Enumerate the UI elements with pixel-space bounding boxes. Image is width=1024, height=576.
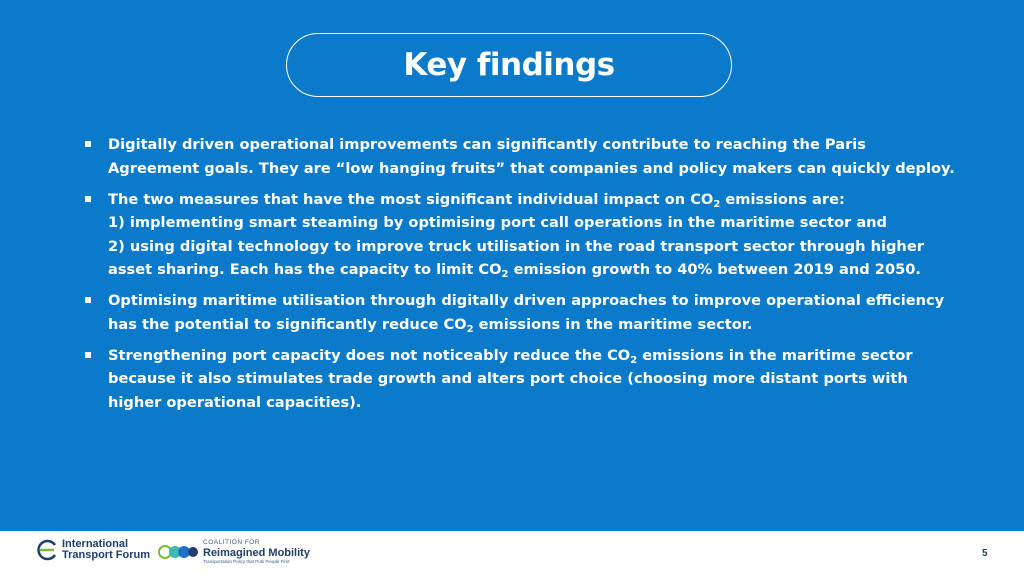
- crm-coalition-label: COALITION FOR: [203, 539, 261, 546]
- subscript-text: 2: [630, 354, 638, 366]
- bullet-text: Digitally driven operational improvement…: [108, 136, 866, 153]
- bullet-text: has the potential to significantly reduc…: [108, 315, 467, 333]
- title-pill: Key findings: [286, 33, 732, 97]
- bullet-text: 1) implementing smart steaming by optimi…: [108, 214, 888, 231]
- bullet-line: because it also stimulates trade growth …: [108, 367, 944, 391]
- crm-name: Reimagined Mobility: [203, 547, 310, 559]
- bullet-text: asset sharing. Each has the capacity to …: [108, 261, 502, 278]
- crm-logo: COALITION FOR Reimagined Mobility Transp…: [157, 539, 310, 565]
- bullet-text: higher operational capacities).: [108, 393, 362, 411]
- bullet-text: Optimising maritime utilisation through …: [108, 292, 945, 309]
- bullet-line: higher operational capacities).: [108, 391, 944, 415]
- bullet-text: emissions in the maritime sector: [637, 346, 913, 364]
- itf-name-line1: International: [62, 538, 129, 550]
- bullet-text: emissions in the maritime sector.: [473, 315, 753, 333]
- slide-background: Key findings Digitally driven operationa…: [0, 0, 1024, 531]
- bullet-line: asset sharing. Each has the capacity to …: [108, 258, 944, 282]
- bullet-text: emissions are:: [720, 190, 845, 208]
- crm-tagline: Transportation Policy that Puts People F…: [203, 559, 290, 564]
- footer: [0, 531, 1024, 576]
- itf-name-line2: Transport Forum: [62, 549, 151, 561]
- bullet-line: Digitally driven operational improvement…: [108, 133, 944, 157]
- bullet-square-icon: [85, 297, 91, 303]
- bullet-line: The two measures that have the most sign…: [108, 188, 944, 212]
- bullet-list: Digitally driven operational improvement…: [84, 133, 955, 422]
- bullet-item: Strengthening port capacity does not not…: [84, 344, 944, 415]
- slide-title: Key findings: [403, 47, 615, 83]
- bullet-line: Agreement goals. They are “low hanging f…: [108, 157, 955, 181]
- bullet-square-icon: [85, 351, 91, 358]
- bullet-item: Optimising maritime utilisation through …: [84, 289, 944, 336]
- crm-logo-icon: [158, 545, 198, 559]
- bullet-text: 2) using digital technology to improve t…: [108, 237, 924, 255]
- page-number: 5: [982, 548, 988, 559]
- bullet-square-icon: [85, 141, 91, 147]
- bullet-line: 2) using digital technology to improve t…: [108, 235, 944, 259]
- bullet-text: Strengthening port capacity does not not…: [108, 346, 631, 364]
- bullet-line: 1) implementing smart steaming by optimi…: [108, 211, 944, 235]
- bullet-item: The two measures that have the most sign…: [84, 188, 944, 282]
- bullet-text: The two measures that have the most sign…: [108, 190, 714, 208]
- bullet-item: Digitally driven operational improvement…: [84, 133, 955, 181]
- bullet-text: emission growth to 40% between 2019 and …: [508, 261, 921, 278]
- bullet-text: because it also stimulates trade growth …: [108, 370, 908, 387]
- subscript-text: 2: [501, 269, 509, 280]
- bullet-text: Agreement goals. They are “low hanging f…: [108, 159, 955, 177]
- subscript-text: 2: [466, 323, 474, 335]
- bullet-line: has the potential to significantly reduc…: [108, 313, 944, 337]
- itf-logo: International Transport Forum: [36, 539, 150, 561]
- bullet-square-icon: [85, 195, 91, 202]
- bullet-line: Optimising maritime utilisation through …: [108, 289, 944, 313]
- itf-logo-icon: [37, 539, 57, 561]
- bullet-line: Strengthening port capacity does not not…: [108, 344, 944, 368]
- subscript-text: 2: [713, 198, 721, 210]
